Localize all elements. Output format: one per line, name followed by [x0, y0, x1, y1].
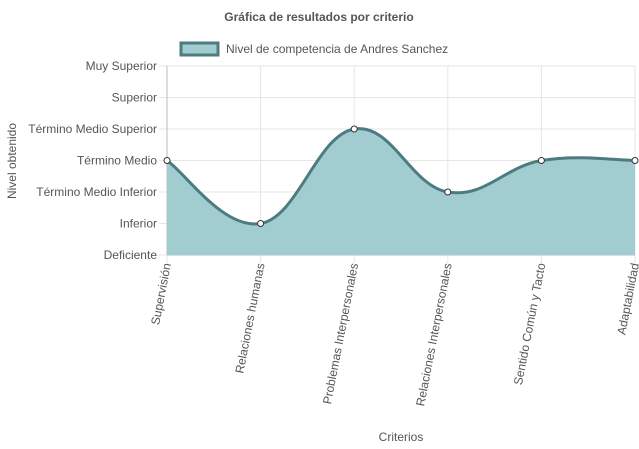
x-tick-label: Relaciones humanas [232, 262, 267, 375]
y-axis-ticks: Deficiente Inferior Término Medio Inferior… [28, 59, 157, 262]
legend-label: Nivel de competencia de Andres Sanchez [226, 42, 448, 56]
y-tick-label: Término Medio Inferior [36, 185, 157, 199]
data-point[interactable] [537, 157, 545, 164]
y-tick-label: Inferior [120, 217, 157, 231]
series-area [167, 128, 635, 255]
x-tick-label: Adaptabilidad [614, 262, 639, 336]
y-axis-label: Nivel obtenido [5, 123, 19, 199]
x-axis-ticks: Supervisión Relaciones humanas Problemas I… [148, 262, 639, 408]
data-point[interactable] [257, 220, 265, 227]
y-tick-label: Superior [112, 91, 157, 105]
data-point[interactable] [350, 125, 358, 133]
y-tick-label: Muy Superior [86, 59, 157, 73]
plot-area [163, 125, 639, 255]
x-tick-label: Relaciones Interpersonales [413, 262, 454, 407]
y-tick-label: Término Medio Superior [28, 122, 157, 136]
data-point[interactable] [163, 157, 171, 164]
data-point[interactable] [444, 188, 452, 196]
y-tick-label: Término Medio [77, 154, 157, 168]
chart-title: Gráfica de resultados por criterio [224, 10, 413, 24]
x-axis-label: Criterios [379, 430, 424, 444]
data-point[interactable] [631, 157, 639, 164]
x-tick-label: Problemas Interpersonales [320, 262, 361, 405]
x-tick-label: Supervisión [148, 262, 174, 326]
y-tick-label: Deficiente [104, 248, 158, 262]
legend[interactable]: Nivel de competencia de Andres Sanchez [179, 41, 448, 57]
x-tick-label: Sentido Común y Tacto [511, 262, 548, 387]
legend-swatch [179, 41, 220, 57]
